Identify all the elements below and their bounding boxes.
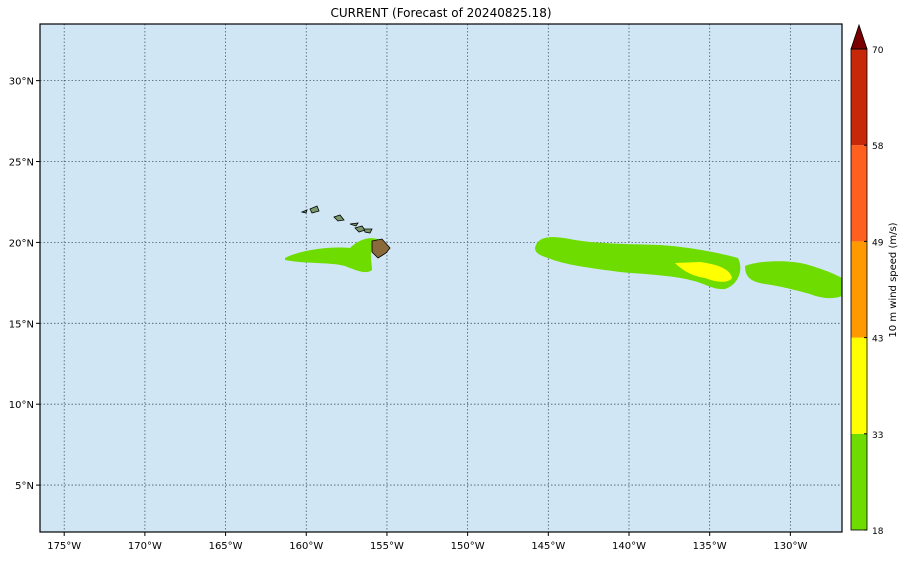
island — [300, 209, 308, 214]
y-tick-label: 30°N — [9, 77, 34, 88]
x-tick-label: 160°W — [289, 541, 323, 552]
island — [371, 238, 391, 259]
y-tick-label: 15°N — [9, 319, 34, 330]
grid — [40, 24, 842, 532]
colorbar: 18 33 43 49 58 70 — [850, 23, 884, 537]
colorbar-extend — [850, 23, 868, 50]
y-tick-label: 10°N — [9, 400, 34, 411]
x-tick-label: 140°W — [612, 541, 646, 552]
colorbar-tick-label: 58 — [872, 142, 884, 152]
island — [363, 228, 373, 234]
colorbar-band — [851, 433, 867, 530]
colorbar-label: 10 m wind speed (m/s) — [888, 222, 899, 337]
y-tick-label: 5°N — [15, 481, 34, 492]
island — [309, 205, 320, 214]
title: CURRENT (Forecast of 20240825.18) — [330, 6, 551, 20]
x-tick-label: 135°W — [693, 541, 727, 552]
wind-area — [285, 238, 380, 273]
x-tick-label: 165°W — [209, 541, 243, 552]
colorbar-band — [851, 337, 867, 434]
wind-area — [535, 237, 741, 290]
map-frame — [39, 23, 843, 533]
wind-area — [675, 262, 732, 282]
x-tick-label: 175°W — [47, 541, 81, 552]
x-tick-label: 150°W — [451, 541, 485, 552]
x-tick-label: 155°W — [370, 541, 404, 552]
island — [333, 214, 345, 222]
colorbar-tick-label: 33 — [872, 431, 883, 441]
colorbar-tick-label: 70 — [872, 46, 884, 56]
wind-areas — [285, 237, 842, 299]
wind-area — [745, 261, 842, 299]
x-tick-label: 145°W — [531, 541, 565, 552]
x-tick-label: 170°W — [128, 541, 162, 552]
colorbar-band — [851, 241, 867, 338]
x-tick-label: 130°W — [773, 541, 807, 552]
y-tick-label: 20°N — [9, 238, 34, 249]
colorbar-band — [851, 145, 867, 242]
colorbar-frame — [850, 48, 868, 531]
y-tick-label: 25°N — [9, 158, 34, 169]
colorbar-band — [851, 49, 867, 146]
colorbar-tick-label: 49 — [872, 238, 884, 248]
islands — [300, 205, 391, 259]
colorbar-tick-label: 43 — [872, 335, 883, 345]
island — [349, 222, 359, 227]
colorbar-tick-label: 18 — [872, 527, 884, 537]
